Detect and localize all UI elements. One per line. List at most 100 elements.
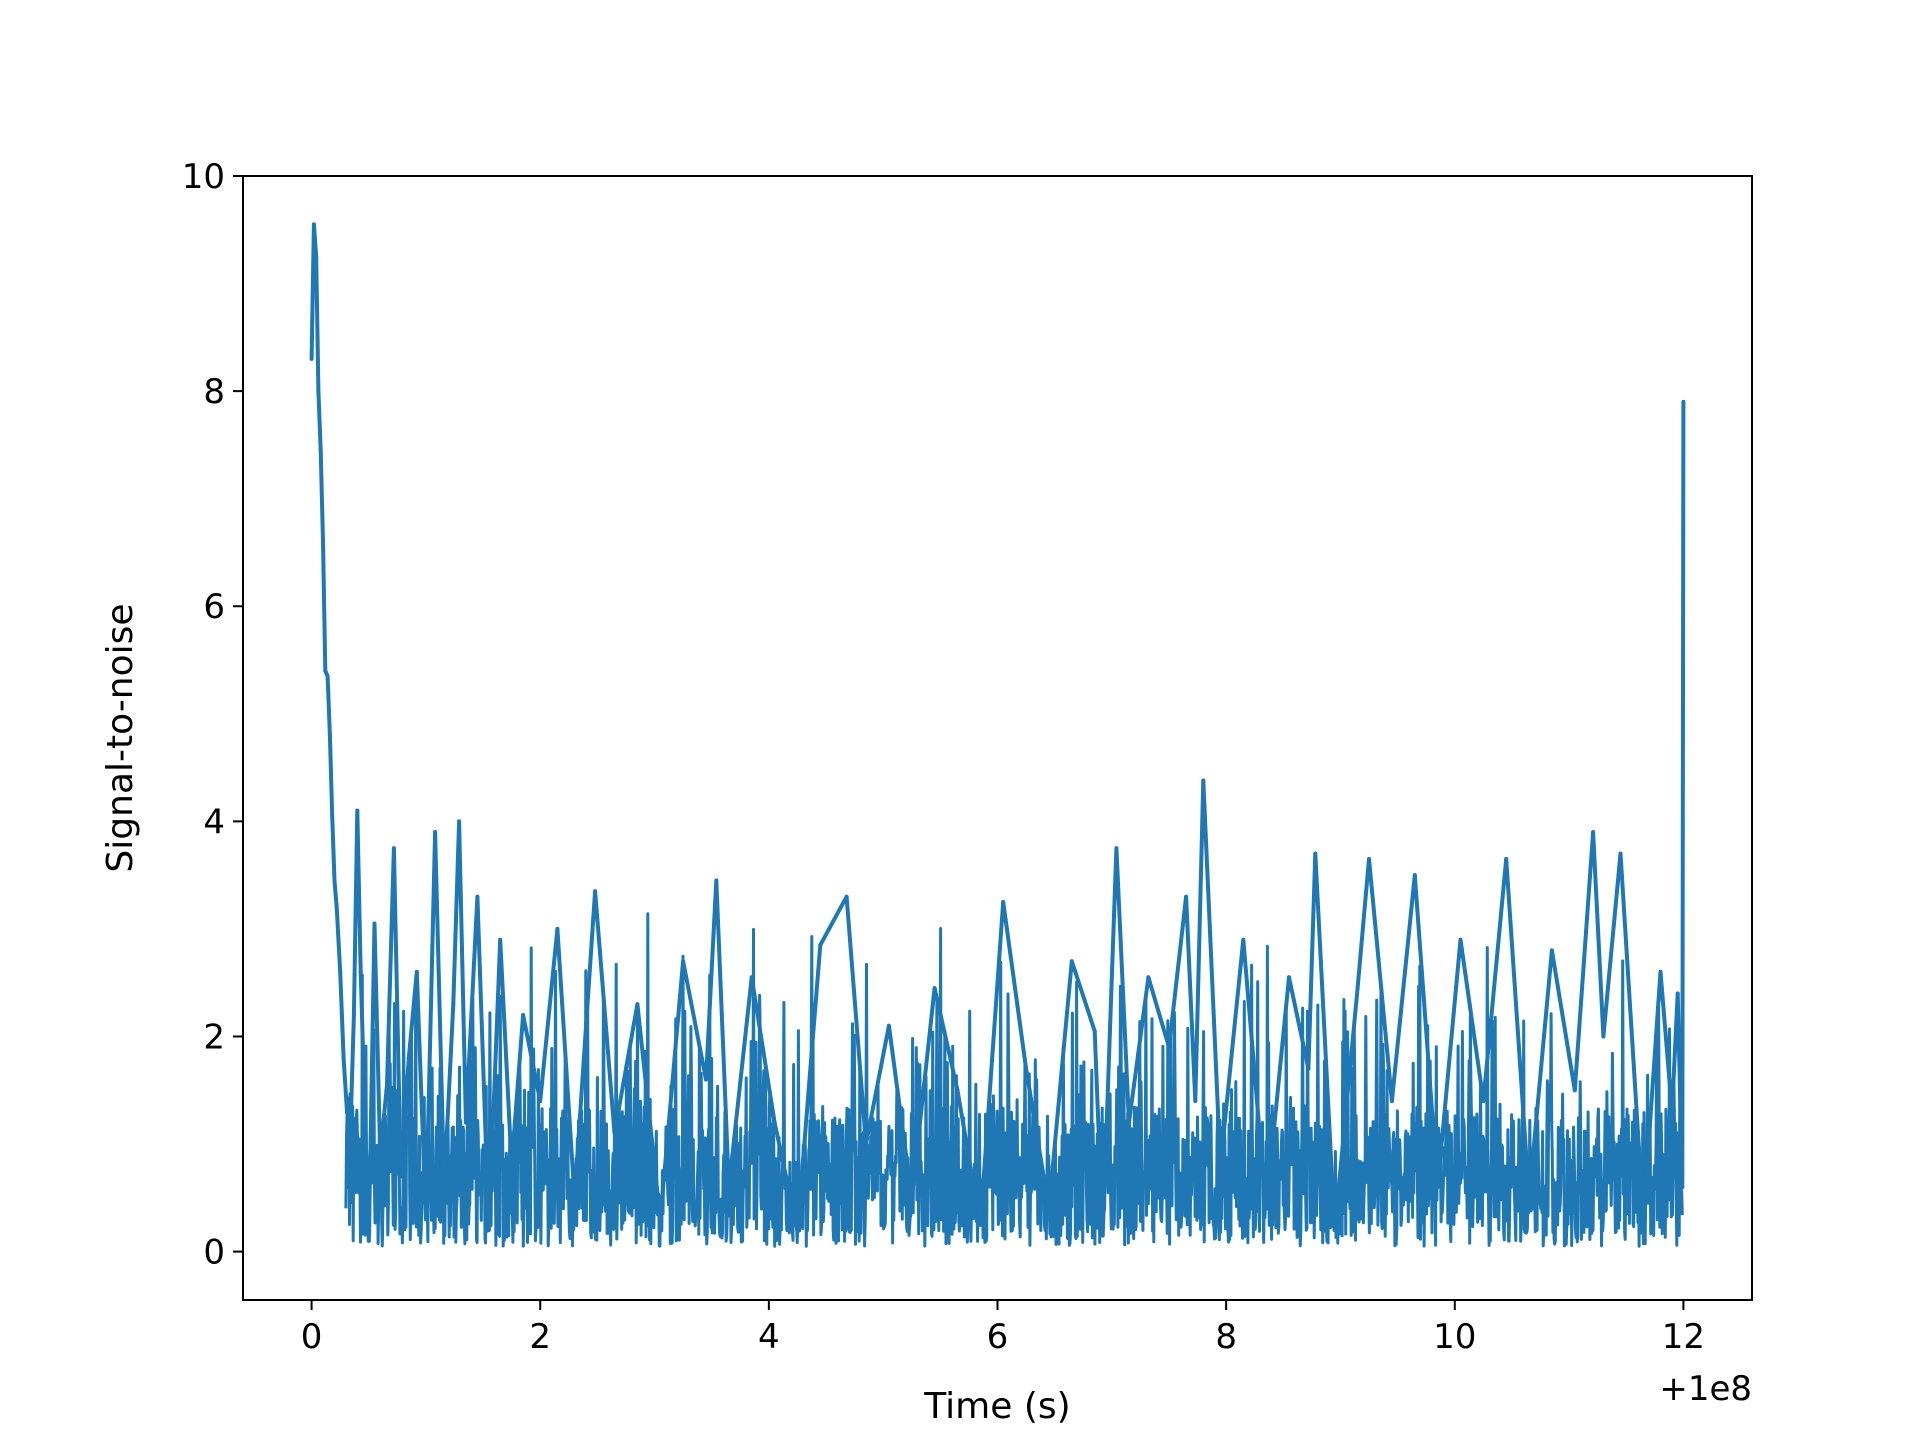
data-point bbox=[451, 1002, 456, 1007]
data-point bbox=[1680, 1185, 1685, 1190]
x-tick-label: 12 bbox=[1662, 1317, 1705, 1357]
data-point bbox=[1591, 830, 1596, 835]
data-point bbox=[1412, 873, 1417, 878]
y-tick-label: 2 bbox=[203, 1017, 225, 1057]
data-point bbox=[772, 1120, 777, 1125]
data-point bbox=[486, 1228, 491, 1233]
y-tick-label: 0 bbox=[203, 1233, 225, 1273]
y-axis-label: Signal-to-noise bbox=[100, 603, 141, 872]
y-tick-label: 4 bbox=[203, 802, 225, 842]
y-tick-label: 10 bbox=[182, 157, 225, 197]
data-point bbox=[1287, 975, 1291, 980]
data-point bbox=[321, 539, 325, 544]
data-point bbox=[475, 894, 480, 899]
data-point bbox=[433, 830, 438, 835]
data-point bbox=[978, 1222, 983, 1227]
data-point bbox=[341, 1056, 346, 1060]
data-point bbox=[1504, 857, 1509, 861]
data-point bbox=[351, 1013, 356, 1017]
data-point bbox=[355, 808, 360, 813]
data-point bbox=[1601, 1034, 1606, 1039]
data-point bbox=[612, 1131, 617, 1136]
data-point bbox=[681, 959, 686, 964]
data-point bbox=[1167, 1045, 1171, 1050]
data-point bbox=[316, 389, 321, 394]
y-tick-label: 8 bbox=[203, 372, 225, 412]
data-point bbox=[955, 1088, 960, 1093]
data-point bbox=[1458, 937, 1463, 942]
data-point bbox=[327, 733, 332, 738]
y-axis-ticks: 0 2 4 6 8 10 bbox=[182, 157, 243, 1273]
data-point bbox=[362, 1088, 367, 1093]
data-point bbox=[726, 1185, 731, 1190]
data-point bbox=[314, 254, 319, 259]
data-point bbox=[1681, 399, 1686, 404]
y-tick-label: 6 bbox=[203, 587, 225, 627]
x-tick-label: 8 bbox=[1215, 1317, 1237, 1357]
data-point bbox=[372, 921, 377, 926]
data-point bbox=[1389, 1099, 1394, 1103]
x-axis-ticks: 0 2 4 6 8 10 12 bbox=[301, 1300, 1705, 1357]
data-point bbox=[334, 905, 339, 910]
data-series bbox=[309, 222, 1686, 1243]
data-point bbox=[1675, 991, 1680, 996]
data-point bbox=[1618, 851, 1623, 856]
data-point bbox=[338, 969, 343, 974]
data-point bbox=[1332, 1228, 1337, 1233]
data-point bbox=[932, 986, 937, 991]
data-point bbox=[749, 975, 754, 980]
data-point bbox=[318, 448, 323, 453]
data-point bbox=[1184, 894, 1189, 899]
data-point bbox=[1092, 1029, 1097, 1034]
data-point bbox=[593, 889, 598, 894]
data-point bbox=[1481, 1099, 1486, 1103]
data-point bbox=[1046, 1206, 1051, 1211]
data-point bbox=[538, 1099, 543, 1103]
data-point bbox=[330, 814, 335, 818]
x-tick-label: 0 bbox=[301, 1317, 323, 1357]
data-point bbox=[1127, 1120, 1131, 1125]
data-point bbox=[1435, 1185, 1440, 1190]
data-point bbox=[658, 1217, 663, 1222]
data-point bbox=[442, 1185, 447, 1190]
x-axis-offset-label: +1e8 bbox=[1659, 1369, 1752, 1409]
data-point bbox=[423, 1217, 428, 1222]
data-point bbox=[348, 1125, 353, 1130]
data-point bbox=[1100, 1233, 1105, 1238]
data-point bbox=[309, 356, 314, 361]
data-point bbox=[1193, 1099, 1198, 1103]
data-point bbox=[1001, 900, 1006, 904]
data-point bbox=[555, 926, 560, 931]
data-point bbox=[818, 943, 823, 948]
data-point bbox=[1241, 937, 1246, 942]
data-point bbox=[1146, 975, 1151, 980]
x-axis-label: Time (s) bbox=[923, 1386, 1070, 1427]
data-point bbox=[909, 1195, 914, 1200]
data-point bbox=[398, 1174, 403, 1179]
data-point bbox=[406, 1056, 411, 1060]
data-point bbox=[509, 1163, 514, 1168]
data-point bbox=[358, 969, 363, 974]
data-point bbox=[864, 1142, 868, 1146]
noise-trace bbox=[344, 912, 1684, 1248]
data-point bbox=[795, 1228, 800, 1233]
data-point bbox=[886, 1023, 891, 1028]
data-point bbox=[1658, 969, 1663, 974]
data-point bbox=[1355, 986, 1360, 991]
data-point bbox=[1527, 1195, 1532, 1200]
noise-band bbox=[344, 912, 1684, 1248]
data-point bbox=[704, 1077, 708, 1082]
data-point bbox=[323, 668, 328, 673]
data-point bbox=[1641, 1217, 1646, 1222]
data-point bbox=[414, 969, 419, 974]
data-point bbox=[311, 222, 316, 227]
data-point bbox=[378, 1152, 383, 1157]
data-point bbox=[391, 846, 396, 851]
x-tick-label: 4 bbox=[758, 1317, 780, 1357]
data-point bbox=[1313, 851, 1318, 856]
data-point bbox=[1024, 1066, 1029, 1071]
data-point bbox=[1114, 846, 1119, 851]
data-point bbox=[1549, 948, 1554, 953]
data-point bbox=[1572, 1088, 1577, 1093]
